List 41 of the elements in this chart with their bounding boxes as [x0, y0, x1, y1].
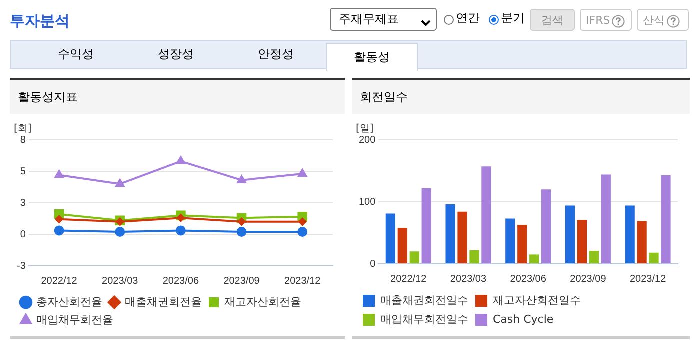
y-tick-label: 5 — [20, 166, 26, 178]
y-tick-label: 0 — [20, 229, 26, 240]
x-tick-label: 2023/09 — [570, 274, 607, 285]
y-tick-label: -3 — [16, 260, 26, 272]
legend-label: 총자산회전율 — [36, 295, 102, 308]
y-tick-label: 100 — [358, 196, 376, 208]
legend-label: Cash Cycle — [493, 312, 554, 326]
text: 검색 — [530, 9, 575, 31]
x-tick-label: 2023/12 — [284, 276, 322, 287]
y-tick-label: 0 — [370, 258, 376, 270]
text: 투자분석 — [10, 12, 70, 31]
text: 주재무제표 — [330, 8, 437, 31]
x-tick-label: 2023/12 — [630, 274, 667, 285]
legend-label: 매입채무회전일수 — [380, 312, 468, 326]
y-axis-title: [일] — [356, 124, 374, 135]
chart-title: 회전일수 — [352, 80, 690, 114]
text: 산식 — [643, 14, 665, 27]
x-tick-label: 2023/06 — [510, 274, 547, 285]
legend-label: 매입채무회전율 — [36, 313, 114, 326]
legend-label: 재고자산회전율 — [224, 295, 302, 308]
x-tick-label: 2023/06 — [162, 276, 200, 287]
text: 활동성 — [326, 43, 418, 71]
x-tick-label: 2022/12 — [390, 274, 428, 285]
text: 성장성 — [157, 46, 195, 63]
text: IFRS — [586, 14, 610, 27]
y-axis-title: [회] — [14, 124, 32, 135]
y-tick-label: 3 — [20, 198, 26, 209]
x-tick-label: 2022/12 — [41, 276, 78, 287]
x-tick-label: 2023/09 — [224, 276, 260, 287]
y-tick-label: 200 — [358, 134, 376, 146]
legend-label: 매출채권회전일수 — [380, 294, 468, 307]
text: 연간 — [456, 10, 480, 27]
x-tick-label: 2023/03 — [450, 274, 487, 285]
legend-label: 재고자산회전일수 — [493, 294, 581, 307]
x-tick-label: 2023/03 — [102, 276, 139, 287]
chart-title: 활동성지표 — [10, 80, 345, 114]
text: 안정성 — [257, 46, 295, 63]
text: 수익성 — [57, 46, 95, 63]
text: 분기 — [501, 10, 525, 27]
legend-label: 매출채권회전율 — [125, 295, 202, 308]
y-tick-label: 8 — [20, 134, 26, 146]
